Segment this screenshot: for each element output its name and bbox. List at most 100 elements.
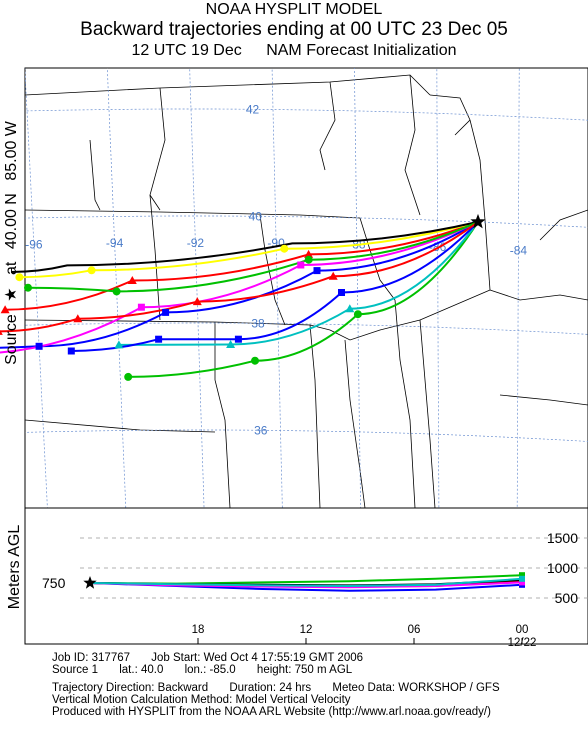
start-height-label: 750 xyxy=(42,575,66,591)
trajectory-direction: Trajectory Direction: Backward xyxy=(52,682,209,694)
trajectory-marker xyxy=(0,329,3,335)
model-title: NOAA HYSPLIT MODEL xyxy=(205,1,383,18)
trajectory-marker xyxy=(137,303,145,311)
trajectory-line-7 xyxy=(71,221,479,352)
longitude-label: -84 xyxy=(510,243,528,257)
latitude-label: 42 xyxy=(246,102,260,116)
at-word: at xyxy=(3,261,20,275)
job-info: Job ID: 317767 Job Start: Wed Oct 4 17:5… xyxy=(52,652,582,718)
trajectory-marker xyxy=(338,289,345,296)
trajectory-marker xyxy=(280,244,289,253)
height-end-marker xyxy=(519,572,525,579)
y-axis-label: Meters AGL xyxy=(6,524,23,610)
trajectory-marker xyxy=(353,310,362,319)
trajectory-marker xyxy=(345,304,355,313)
trajectory-line-4 xyxy=(0,221,479,354)
meteo-data: Meteo Data: WORKSHOP / GFS xyxy=(332,682,500,694)
latitude-label: 38 xyxy=(251,316,265,330)
init-time: 12 UTC 19 Dec xyxy=(131,42,242,59)
state-border-2 xyxy=(319,81,336,171)
source-height: height: 750 m AGL xyxy=(256,664,353,676)
trajectory-marker xyxy=(155,335,163,343)
state-border-16 xyxy=(419,319,436,508)
trajectory-lines xyxy=(0,220,479,378)
x-tick-label: 00 xyxy=(516,624,529,636)
trajectory-line-5 xyxy=(19,220,479,279)
map-grid xyxy=(0,2,588,508)
trajectory-marker xyxy=(313,267,321,275)
trajectory-marker xyxy=(67,347,75,355)
state-border-14 xyxy=(329,289,491,341)
state-border-10 xyxy=(404,74,421,216)
longitude-label: -94 xyxy=(106,236,124,250)
state-border-15 xyxy=(344,339,366,508)
trajectory-line-0 xyxy=(5,220,479,311)
vertical-profile-lines xyxy=(83,572,525,592)
trajectory-marker xyxy=(251,356,259,365)
source-number: Source 1 xyxy=(52,664,99,676)
source-latitude: lat.: 40.0 xyxy=(119,664,164,676)
vertical-method: Vertical Motion Calculation Method: Mode… xyxy=(52,694,351,706)
trajectory-marker xyxy=(234,335,242,343)
state-border-6 xyxy=(214,322,231,508)
trajectory-marker xyxy=(127,276,137,284)
trajectory-marker xyxy=(35,342,43,350)
trajectory-marker xyxy=(112,287,121,296)
trajectory-marker xyxy=(15,273,24,282)
state-border-21 xyxy=(259,214,286,326)
state-border-11 xyxy=(469,119,491,291)
x-tick-label: 06 xyxy=(408,624,421,636)
trajectory-line-2 xyxy=(128,221,479,378)
x-date-label: 12/22 xyxy=(508,637,537,649)
trajectory-marker xyxy=(328,271,338,280)
produced-by: Produced with HYSPLIT from the NOAA ARL … xyxy=(52,706,491,718)
state-border-20 xyxy=(89,139,101,211)
trajectory-line-9 xyxy=(0,221,479,333)
trajectory-marker xyxy=(0,305,10,314)
trajectory-line-8 xyxy=(27,220,479,293)
latitude-label: 36 xyxy=(254,423,268,437)
y-tick-label: 1000 xyxy=(547,560,578,576)
map-borders xyxy=(25,74,588,508)
source-lat: 40.00 N xyxy=(3,193,20,250)
trajectory-marker xyxy=(304,249,314,258)
state-border-13 xyxy=(429,94,471,136)
vertical-source-star xyxy=(83,576,97,589)
source-lon: 85.00 W xyxy=(3,121,20,181)
map-frame xyxy=(24,67,588,509)
height-end-marker xyxy=(519,579,525,586)
trajectory-marker xyxy=(304,255,313,264)
source-word: Source xyxy=(3,314,20,365)
trajectory-marker xyxy=(297,261,305,269)
parallel-line xyxy=(25,108,588,121)
height-end-marker xyxy=(519,575,525,582)
state-border-18 xyxy=(394,299,416,508)
longitude-label: -92 xyxy=(187,236,205,250)
y-tick-label: 1500 xyxy=(547,530,578,546)
trajectory-marker xyxy=(124,372,133,381)
chart-title: Backward trajectories ending at 00 UTC 2… xyxy=(80,19,508,40)
state-border-12 xyxy=(489,289,588,301)
chart-subtitle: 12 UTC 19 Dec NAM Forecast Initializatio… xyxy=(0,42,588,60)
state-border-3 xyxy=(25,209,361,219)
source-location-label: Source ★ at 40.00 N 85.00 W xyxy=(1,103,23,383)
state-border-1 xyxy=(149,87,166,211)
source-star-marker xyxy=(470,213,486,229)
parallel-line xyxy=(25,429,588,442)
height-line-5 xyxy=(89,577,523,588)
state-border-17 xyxy=(499,394,588,406)
trajectory-marker xyxy=(24,283,32,292)
job-start: Job Start: Wed Oct 4 17:55:19 GMT 2006 xyxy=(151,652,364,664)
trajectory-marker xyxy=(114,340,124,349)
trajectory-marker xyxy=(73,314,83,323)
longitude-label: -96 xyxy=(25,238,43,252)
parallel-line xyxy=(0,2,588,26)
trajectory-duration: Duration: 24 hrs xyxy=(229,682,312,694)
parallel-line xyxy=(25,322,588,335)
trajectory-line-3 xyxy=(118,221,479,346)
source-star-icon: ★ xyxy=(3,287,20,302)
